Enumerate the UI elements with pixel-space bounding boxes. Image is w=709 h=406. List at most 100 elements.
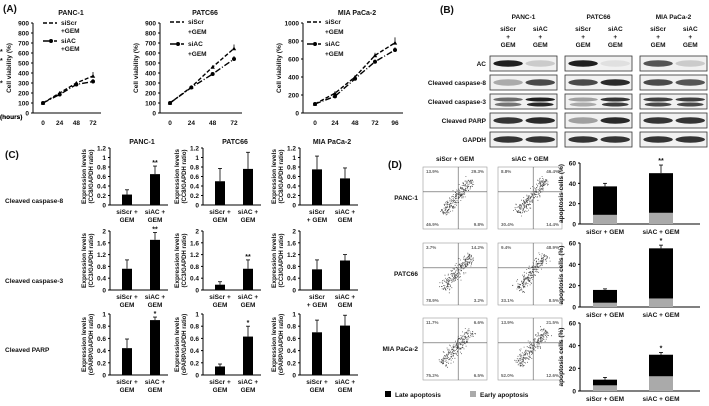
row-label: Cleaved caspase-3 [5,278,64,285]
blot-frame [639,55,708,72]
x-axis-label: (hours) [0,114,22,121]
y-tick-label: 0.8 [190,264,199,271]
y-tick-label: 0 [195,373,199,380]
y-axis-label: Expression levels [174,233,181,288]
y-axis-label: apoptosis cells (%) [558,246,565,305]
y-tick-label: 0.8 [287,264,296,271]
data-point [90,74,96,78]
x-tick-label: siAC + [145,379,166,386]
legend-marker [49,39,53,43]
flow-cytometry-plot: 13.9% 29.3% 46.9% 9.8% [422,166,488,230]
blot-frame [564,93,633,110]
quadrant-percentage: 3.2% [474,298,484,303]
bar [312,269,322,290]
blot-cell-line-label: PANC-1 [512,14,536,21]
y-axis-label: (CC3/GAPDH ratio) [182,233,188,287]
flow-cytometry-plot: 8.8% 46.4% 30.4% 14.4% [497,166,563,230]
data-point [373,59,377,64]
y-tick-label: 900 [145,21,156,28]
bar [215,284,225,290]
y-tick-label: 600 [288,57,299,64]
y-tick-label: 40 [569,181,577,188]
bar-chart-5: MIA PaCa-2 0 0.2 0.4 0.6 0.8 1 1.2 Expression le… [271,139,358,224]
series-line-siscr [42,75,94,104]
series-line-siac [169,58,235,104]
y-tick-label: 0 [195,288,199,295]
blot-frame [489,112,558,129]
flow-cytometry-plot: 9.4% 48.9% 33.1% 8.5% [497,242,563,306]
y-tick-label: 2 [292,229,296,236]
protein-band [525,117,555,124]
y-tick-label: 0 [572,305,576,312]
y-tick-label: 600 [145,51,156,58]
y-tick-label: 60 [569,161,577,168]
y-tick-label: 0 [295,111,299,118]
x-tick-label: siAC + GEM [642,312,679,319]
y-tick-label: 20 [569,366,577,373]
x-tick-label: GEM [241,217,256,224]
y-axis-label: Expression levels [271,233,278,288]
quadrant-percentage: 75.2% [426,373,439,378]
data-point [168,101,172,105]
quadrant-percentage: 3.7% [426,245,436,250]
blot-frame [639,131,708,148]
bar-early-apoptosis [649,376,673,391]
x-tick-label: siAC + [335,379,356,386]
quadrant-percentage: 48.9% [546,245,559,250]
chart-title: MIA PaCa-2 [338,10,376,17]
bar [122,348,132,375]
data-point [91,79,95,84]
bar [243,168,253,205]
legend-label: siAC [188,41,203,48]
blot-frame [489,55,558,72]
y-axis-label: Expression levels [81,317,88,372]
legend-label: siAC [61,38,76,45]
x-tick-label: GEM [241,387,256,394]
x-tick-label: GEM [148,387,163,394]
x-tick-label: 48 [73,120,81,127]
bar [340,325,350,375]
x-tick-label: GEM [213,217,228,224]
protein-band [568,60,598,67]
lane-label: siAC [533,26,548,33]
y-tick-label: 0.6 [97,336,106,343]
blot-frame [639,74,708,91]
lane-label: + [656,34,660,41]
y-tick-label: 1.2 [287,252,296,259]
blot-panel [639,55,708,72]
y-tick-label: 0 [102,288,106,295]
y-tick-label: 1 [292,312,296,319]
x-tick-label: siAC + GEM [642,229,679,236]
x-tick-label: 72 [371,120,379,127]
bar-late-apoptosis [649,354,673,377]
legend-label: siScr [61,20,77,27]
y-tick-label: 2 [102,229,106,236]
protein-band [600,117,630,124]
y-tick-label: 1 [195,312,199,319]
panel-label-c: (C) [5,150,19,161]
stacked-bar-chart-0: 0 20 40 60 apoptosis cells (%) siScr + GEM ** s… [558,158,700,236]
bar-chart-11: 0 0.2 0.4 0.6 0.8 1 Expression levels (cPARP/GA… [271,312,358,394]
y-tick-label: 0.4 [287,276,296,283]
y-tick-label: 0.2 [97,360,106,367]
y-tick-label: 1.2 [97,146,106,153]
event-dots [440,176,475,216]
row-label: Cleaved PARP [5,347,50,354]
quadrant-percentage: 6.5% [474,373,484,378]
flow-column-header: siScr + GEM [436,156,474,163]
quadrant-percentage: 13.9% [426,169,439,174]
protein-band [525,79,555,86]
y-tick-label: 0 [292,203,296,210]
bar-chart-4: PATC66 0 0.2 0.4 0.6 0.8 1 1.2 Expression levels… [174,139,261,224]
y-axis-label: Expression levels [81,149,88,204]
bar [122,268,132,290]
y-tick-label: 0.6 [190,336,199,343]
bar [312,169,322,205]
legend-label: +GEM [61,28,80,35]
bar-late-apoptosis [649,173,673,213]
flow-cytometry-plot: 3.7% 14.2% 78.9% 3.2% [422,242,488,306]
legend-label: Early apoptosis [480,392,529,399]
